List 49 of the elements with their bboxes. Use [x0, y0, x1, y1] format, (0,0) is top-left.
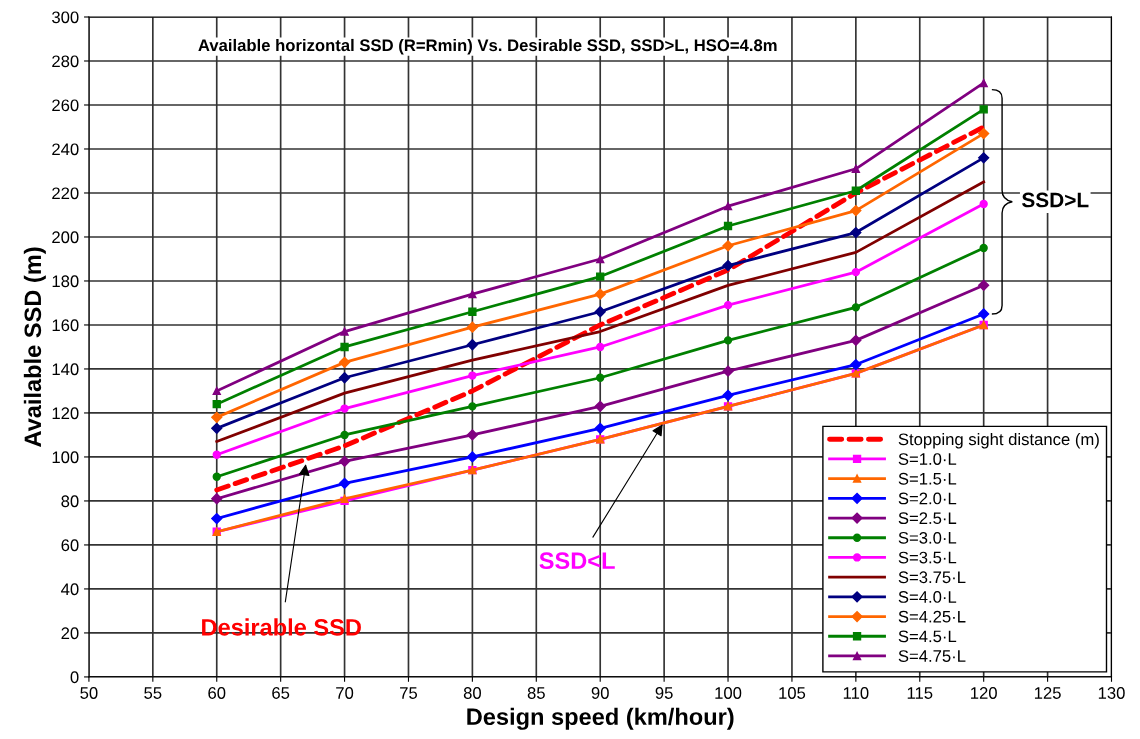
y-tick-label: 60 — [61, 539, 79, 552]
text: Available horizontal SSD (R=Rmin) Vs. Desirable SSD, SSD>L, HSO=4.8m — [198, 38, 777, 55]
y-tick-label: 160 — [52, 319, 79, 332]
legend-label: S=4.0·L — [898, 591, 957, 603]
legend-label: S=3.0·L — [898, 531, 957, 544]
legend-label: S=4.25·L — [898, 610, 966, 623]
x-tick-label: 90 — [591, 687, 609, 699]
legend-label: S=1.5·L — [898, 472, 957, 485]
legend-label: S=1.0·L — [898, 453, 957, 465]
x-tick-label: 105 — [779, 687, 806, 699]
x-tick-label: 60 — [208, 687, 226, 699]
x-tick-label: 130 — [1098, 687, 1125, 699]
x-tick-label: 115 — [907, 687, 933, 699]
y-tick-label: 40 — [61, 583, 79, 596]
x-tick-label: 55 — [144, 687, 162, 699]
annotation: SSD>L — [1021, 192, 1089, 208]
y-tick-label: 300 — [52, 11, 79, 24]
y-tick-label: 200 — [52, 231, 79, 244]
y-tick-label: 260 — [52, 99, 79, 112]
y-tick-label: 80 — [61, 495, 79, 508]
legend-label: S=4.75·L — [898, 650, 966, 662]
y-tick-label: 100 — [52, 451, 79, 464]
legend-label: S=3.75·L — [898, 571, 966, 584]
x-tick-label: 95 — [655, 687, 673, 699]
legend-label: Stopping sight distance (m) — [898, 432, 1099, 449]
legend-label: S=4.5·L — [898, 630, 957, 643]
y-tick-label: 220 — [52, 187, 79, 200]
legend-label: S=3.5·L — [898, 551, 957, 564]
x-tick-label: 75 — [400, 687, 418, 699]
x-axis-title: Design speed (km/hour) — [467, 707, 734, 730]
x-tick-label: 120 — [971, 687, 997, 699]
x-tick-label: 65 — [272, 687, 290, 699]
x-tick-label: 85 — [527, 687, 545, 699]
y-tick-label: 0 — [70, 671, 79, 684]
y-tick-label: 120 — [52, 407, 79, 420]
y-tick-label: 240 — [52, 143, 79, 156]
y-axis-title: Available SSD (m) — [23, 247, 46, 447]
y-tick-label: 140 — [52, 363, 79, 376]
y-tick-label: 280 — [52, 55, 79, 68]
x-tick-label: 70 — [336, 687, 354, 699]
x-tick-label: 80 — [463, 687, 482, 699]
legend-label: S=2.5·L — [898, 512, 957, 525]
x-tick-label: 100 — [715, 687, 742, 699]
x-tick-label: 50 — [80, 687, 98, 699]
x-tick-label: 110 — [843, 687, 869, 699]
x-tick-label: 125 — [1034, 687, 1061, 699]
legend-label: S=2.0·L — [898, 492, 957, 505]
y-tick-label: 20 — [61, 627, 79, 640]
y-tick-label: 180 — [52, 275, 79, 288]
